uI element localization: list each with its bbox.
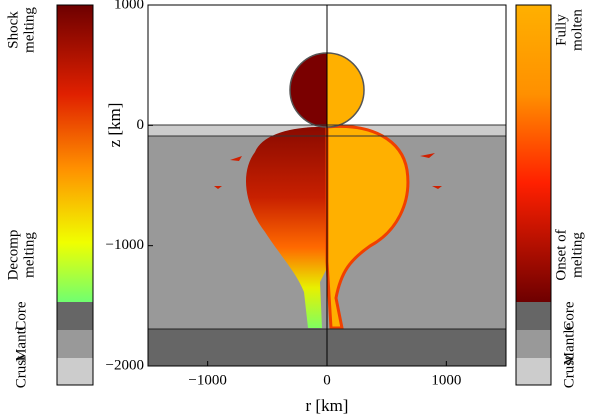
colorbar-label: Crust (561, 355, 577, 388)
y-axis-label: z [km] (105, 103, 124, 148)
colorbar-label: Mantle (561, 322, 577, 365)
colorbar-label: melting (569, 232, 585, 278)
x-tick-label: 1000 (431, 372, 461, 388)
colorbar-label: Core (561, 301, 577, 331)
x-tick-label: 0 (323, 372, 331, 388)
left-colorbar (56, 4, 94, 386)
y-tick-label: 0 (137, 117, 145, 133)
colorbar-label: Shock (5, 11, 21, 49)
y-tick-label: 1000 (114, 0, 144, 12)
x-axis-label: r [km] (306, 396, 349, 415)
colorbar-label: melting (21, 232, 37, 278)
x-tick-label: −1000 (188, 372, 226, 388)
colorbar-label: molten (569, 9, 585, 51)
simulation-image (148, 5, 506, 366)
y-tick-label: −2000 (106, 357, 144, 373)
colorbar-label: Mantl (13, 326, 29, 362)
colorbar-label: Crust (13, 355, 29, 388)
right-colorbar (515, 4, 552, 386)
colorbar-label: Decomp (5, 230, 21, 281)
colorbar-label: Fully (553, 14, 569, 46)
colorbar-label: melting (21, 7, 37, 53)
colorbar-label: Onset of (553, 229, 569, 280)
colorbar-label: Core (13, 301, 29, 331)
y-tick-label: −1000 (106, 237, 144, 253)
